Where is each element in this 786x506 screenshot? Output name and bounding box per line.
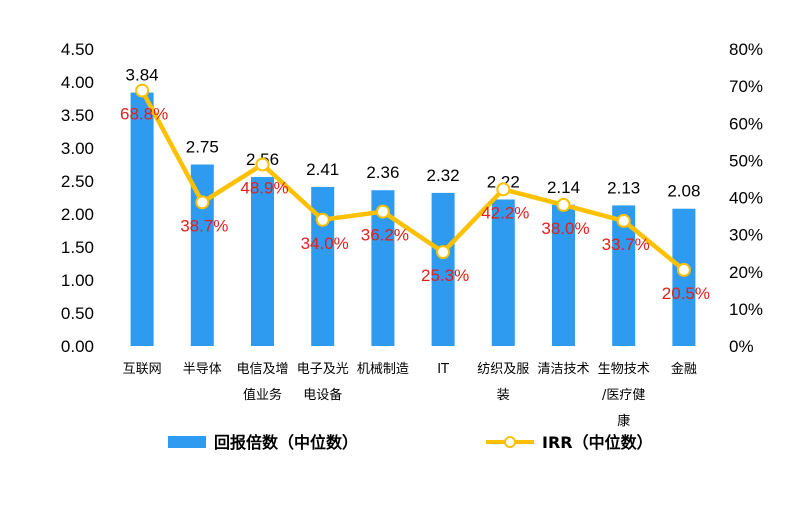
bar-value-label: 2.75 bbox=[186, 138, 219, 157]
irr-point bbox=[255, 157, 270, 172]
right-tick-label: 10% bbox=[729, 300, 763, 319]
category-label: 半导体 bbox=[183, 362, 222, 377]
bar bbox=[190, 164, 214, 346]
irr-point bbox=[375, 204, 390, 219]
irr-value-label: 38.7% bbox=[180, 216, 228, 235]
irr-point bbox=[135, 83, 150, 98]
bar bbox=[672, 208, 696, 346]
irr-point bbox=[195, 195, 210, 210]
irr-value-label: 48.9% bbox=[240, 178, 288, 197]
right-tick-label: 20% bbox=[729, 263, 763, 282]
right-tick-label: 50% bbox=[729, 151, 763, 170]
bar bbox=[311, 186, 335, 346]
irr-point bbox=[496, 182, 511, 197]
legend-bar-label: 回报倍数（中位数） bbox=[214, 433, 358, 452]
category-label: 康 bbox=[617, 413, 630, 429]
irr-value-label: 25.3% bbox=[421, 266, 469, 285]
bar-value-label: 2.36 bbox=[366, 163, 399, 182]
right-tick-label: 60% bbox=[729, 114, 763, 133]
left-tick-label: 1.00 bbox=[61, 271, 94, 290]
irr-value-label: 42.2% bbox=[481, 203, 529, 222]
irr-point bbox=[315, 212, 330, 227]
category-label: 装 bbox=[497, 388, 510, 403]
left-tick-label: 3.00 bbox=[61, 139, 94, 158]
irr-point bbox=[616, 213, 631, 228]
irr-value-labels: 68.8% 38.7% 48.9% 34.0% 36.2% 25.3% 42.2% 38.0%… bbox=[120, 105, 710, 303]
legend-line-marker bbox=[504, 436, 516, 448]
bar bbox=[612, 205, 636, 346]
irr-point bbox=[676, 262, 691, 277]
irr-point bbox=[436, 245, 451, 260]
category-label: 金融 bbox=[671, 361, 697, 377]
irr-point bbox=[556, 197, 571, 212]
left-tick-label: 2.00 bbox=[61, 205, 94, 224]
bar bbox=[491, 199, 515, 346]
left-tick-label: 1.50 bbox=[61, 238, 94, 257]
left-tick-label: 4.50 bbox=[61, 40, 94, 59]
bar bbox=[431, 192, 455, 346]
category-label: 纺织及服 bbox=[477, 362, 529, 377]
right-axis: 0% 10% 20% 30% 40% 50% 60% 70% 80% bbox=[729, 40, 763, 356]
legend-bar-swatch bbox=[168, 436, 206, 448]
irr-line bbox=[140, 89, 686, 272]
bar-series bbox=[130, 92, 696, 346]
left-tick-label: 3.50 bbox=[61, 106, 94, 125]
legend-line-label: IRR（中位数） bbox=[542, 433, 653, 452]
left-tick-label: 2.50 bbox=[61, 172, 94, 191]
bar-value-label: 2.08 bbox=[667, 182, 700, 201]
bar-value-label: 2.22 bbox=[487, 172, 520, 191]
irr-value-label: 38.0% bbox=[541, 219, 589, 238]
bar-value-label: 2.13 bbox=[607, 178, 640, 197]
bar bbox=[130, 92, 154, 346]
irr-value-label: 68.8% bbox=[120, 105, 168, 124]
right-tick-label: 0% bbox=[729, 337, 754, 356]
bar bbox=[371, 190, 395, 346]
left-tick-label: 0.50 bbox=[61, 304, 94, 323]
category-label: 电信及增 bbox=[236, 362, 288, 377]
bar-value-label: 2.32 bbox=[427, 166, 460, 185]
right-tick-label: 70% bbox=[729, 77, 763, 96]
irr-value-label: 20.5% bbox=[662, 284, 710, 303]
bar bbox=[251, 177, 274, 346]
category-label: 电设备 bbox=[303, 387, 342, 403]
irr-value-label: 36.2% bbox=[361, 226, 409, 245]
category-label: /医疗健 bbox=[602, 388, 645, 403]
bar-value-label: 2.14 bbox=[547, 178, 580, 197]
left-tick-label: 0.00 bbox=[61, 337, 94, 356]
bar bbox=[552, 204, 575, 346]
irr-line-series bbox=[135, 83, 691, 277]
bar-value-label: 3.84 bbox=[126, 66, 159, 85]
irr-value-label: 34.0% bbox=[301, 234, 349, 253]
category-label: 生物技术 bbox=[598, 362, 650, 377]
right-tick-label: 80% bbox=[729, 40, 763, 59]
category-label: 电子及光 bbox=[297, 362, 349, 377]
legend: 回报倍数（中位数） IRR（中位数） bbox=[168, 433, 653, 452]
bar-value-labels: 3.842.752.562.412.362.322.222.142.132.08 bbox=[126, 66, 701, 201]
category-label: 值业务 bbox=[243, 387, 282, 403]
category-label: 机械制造 bbox=[357, 362, 409, 377]
right-tick-label: 30% bbox=[729, 226, 763, 245]
category-label: 互联网 bbox=[123, 362, 162, 377]
left-tick-label: 4.00 bbox=[61, 73, 94, 92]
left-axis: 0.00 0.50 1.00 1.50 2.00 2.50 3.00 3.50 4.00 4.50 bbox=[61, 40, 94, 356]
bar-value-label: 2.41 bbox=[306, 160, 339, 179]
category-label: 清洁技术 bbox=[537, 362, 589, 377]
right-tick-label: 40% bbox=[729, 189, 763, 208]
category-label: IT bbox=[437, 362, 449, 377]
irr-value-label: 33.7% bbox=[602, 235, 650, 254]
